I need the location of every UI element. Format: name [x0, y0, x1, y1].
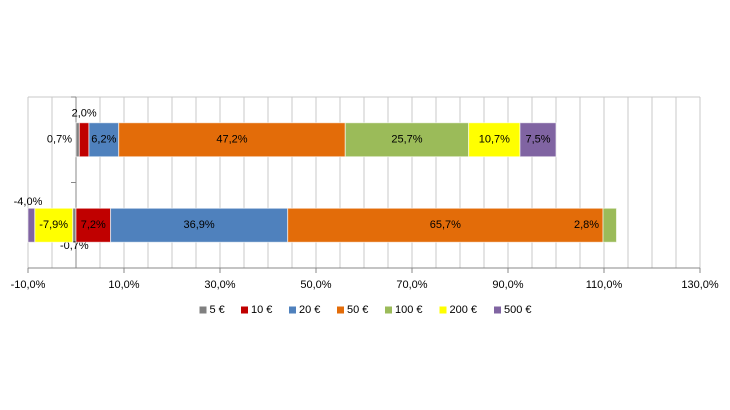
bar-segment [78, 122, 90, 158]
bar-segment [287, 207, 604, 243]
data-label: 7,2% [81, 219, 106, 231]
bar-segment [75, 122, 80, 158]
legend-label: 50 € [347, 304, 368, 316]
bar-segment [75, 207, 112, 243]
legend-label: 100 € [395, 304, 423, 316]
data-label: 2,0% [72, 108, 97, 120]
bar-segment [118, 122, 346, 158]
bar-segment [519, 122, 557, 158]
bar-segment [72, 207, 77, 243]
x-tick-label: 10,0% [108, 279, 139, 291]
legend-label: 500 € [504, 304, 532, 316]
data-label: 0,7% [47, 134, 72, 146]
x-tick-label: 30,0% [204, 279, 235, 291]
data-label: 36,9% [184, 219, 215, 231]
bar-segment [88, 122, 120, 158]
data-label: 10,7% [479, 134, 510, 146]
legend-label: 10 € [251, 304, 272, 316]
x-tick-label: 70,0% [396, 279, 427, 291]
data-label: 47,2% [216, 134, 247, 146]
legend-label: 20 € [299, 304, 320, 316]
legend-swatch [289, 306, 296, 314]
legend-label: 200 € [450, 304, 478, 316]
bar-segment [110, 207, 289, 243]
x-tick-label: 130,0% [681, 279, 719, 291]
legend-swatch [439, 306, 447, 314]
bar-segment [468, 122, 521, 158]
data-label: 6,2% [91, 134, 116, 146]
data-label: 65,7% [430, 219, 461, 231]
data-label: 25,7% [391, 134, 422, 146]
bar-segment [27, 207, 36, 243]
x-tick-label: 110,0% [586, 279, 623, 291]
x-tick-label: 90,0% [492, 279, 523, 291]
data-label: -0,7% [60, 240, 89, 252]
legend-swatch [337, 306, 344, 314]
data-label: -7,9% [39, 219, 68, 231]
legend-label: 5 € [210, 304, 225, 316]
bar-segment [344, 122, 470, 158]
data-label: 7,5% [525, 134, 550, 146]
data-label: 2,8% [574, 219, 599, 231]
x-tick-label: -10,0% [11, 279, 46, 291]
x-tick-label: 50,0% [300, 279, 331, 291]
data-label: -4,0% [14, 196, 43, 208]
legend-swatch [385, 306, 392, 314]
legend-swatch [494, 306, 501, 314]
legend-swatch [241, 306, 248, 314]
legend-swatch [199, 306, 207, 314]
bar-segment [34, 207, 74, 243]
bar-segment [602, 207, 617, 243]
